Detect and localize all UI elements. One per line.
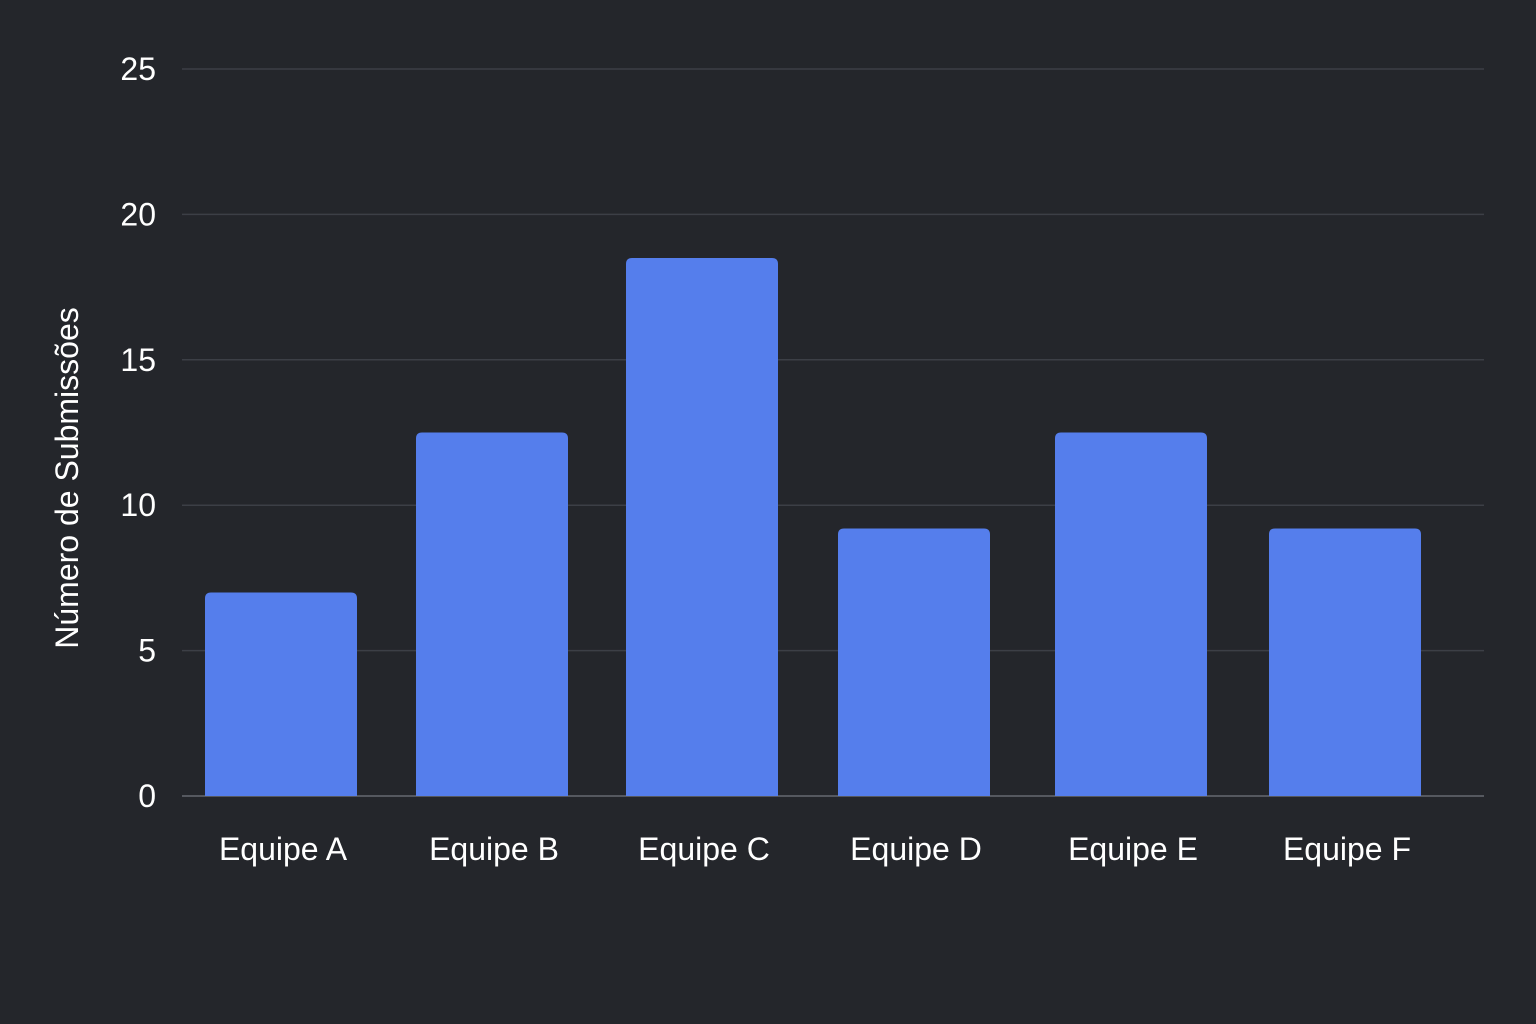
- bar-equipe-f: [1269, 528, 1421, 796]
- x-axis-labels: Equipe A Equipe B Equipe C Equipe D Equipe E…: [219, 831, 1411, 867]
- gridlines: [182, 68, 1484, 797]
- y-tick-label: 5: [138, 633, 156, 669]
- y-axis-title: Número de Submissões: [49, 307, 85, 648]
- y-tick-label: 20: [120, 196, 156, 232]
- bar-equipe-a: [205, 592, 357, 796]
- bar-equipe-e: [1055, 432, 1207, 796]
- bar-equipe-d: [838, 528, 990, 796]
- x-category-label: Equipe D: [850, 831, 982, 867]
- bars: [205, 258, 1421, 796]
- bar-equipe-c: [626, 258, 778, 796]
- y-tick-label: 15: [120, 342, 156, 378]
- y-tick-label: 25: [120, 51, 156, 87]
- y-tick-label: 0: [138, 778, 156, 814]
- x-category-label: Equipe A: [219, 831, 348, 867]
- x-category-label: Equipe B: [429, 831, 559, 867]
- y-tick-label: 10: [120, 487, 156, 523]
- x-category-label: Equipe C: [638, 831, 770, 867]
- bar-equipe-b: [416, 432, 568, 796]
- y-axis-ticks: 0 5 10 15 20 25: [120, 51, 156, 814]
- x-category-label: Equipe F: [1283, 831, 1411, 867]
- x-category-label: Equipe E: [1068, 831, 1198, 867]
